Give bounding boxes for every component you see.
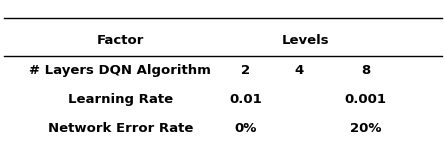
Text: 2: 2 bbox=[241, 64, 250, 77]
Text: Levels: Levels bbox=[282, 34, 329, 47]
Text: 8: 8 bbox=[361, 64, 370, 77]
Text: 4: 4 bbox=[294, 64, 303, 77]
Text: 0.001: 0.001 bbox=[345, 93, 387, 106]
Text: Learning Rate: Learning Rate bbox=[68, 93, 173, 106]
Text: 20%: 20% bbox=[350, 122, 381, 135]
Text: Factor: Factor bbox=[97, 34, 144, 47]
Text: # Layers DQN Algorithm: # Layers DQN Algorithm bbox=[29, 64, 211, 77]
Text: 0%: 0% bbox=[234, 122, 256, 135]
Text: Network Error Rate: Network Error Rate bbox=[48, 122, 193, 135]
Text: 0.01: 0.01 bbox=[229, 93, 262, 106]
